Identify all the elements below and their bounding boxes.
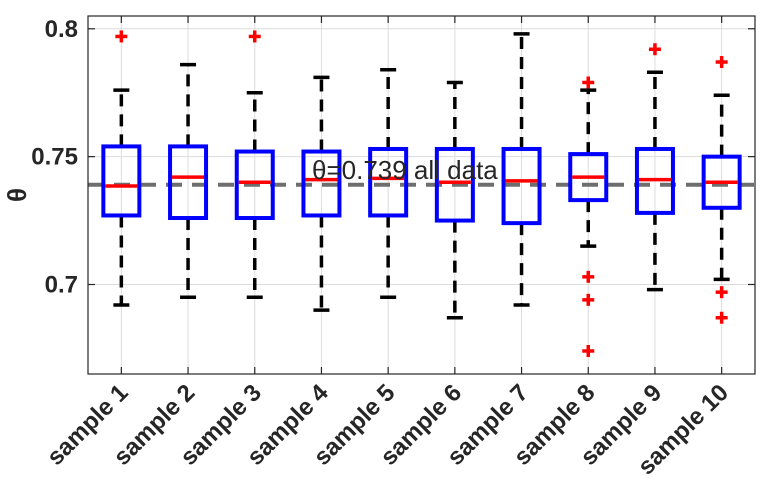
box-iqr xyxy=(301,149,342,218)
box-3 xyxy=(234,30,275,300)
box-8 xyxy=(568,76,609,357)
box-4 xyxy=(301,75,342,312)
box-iqr xyxy=(368,146,409,218)
box-iqr xyxy=(634,146,675,215)
y-tick-label: 0.75 xyxy=(31,144,78,171)
box-iqr xyxy=(568,152,609,203)
outlier-marker xyxy=(648,43,661,56)
grid-lines xyxy=(88,16,755,374)
outlier-marker xyxy=(248,30,261,43)
box-iqr xyxy=(168,144,209,221)
box-10 xyxy=(701,56,742,324)
axes-frame xyxy=(87,15,756,375)
box-9 xyxy=(634,43,675,292)
outlier-marker xyxy=(582,293,595,306)
box-iqr xyxy=(434,146,475,223)
box-7 xyxy=(501,32,542,307)
box-iqr xyxy=(234,149,275,221)
outlier-marker xyxy=(115,30,128,43)
box-5 xyxy=(368,67,409,300)
outlier-marker xyxy=(715,56,728,69)
box-iqr xyxy=(701,154,742,210)
boxes-group xyxy=(101,30,742,357)
box-iqr xyxy=(501,146,542,226)
outlier-marker xyxy=(715,311,728,324)
outlier-marker xyxy=(582,270,595,283)
box-2 xyxy=(168,62,209,300)
outlier-marker xyxy=(715,286,728,299)
box-1 xyxy=(101,30,142,307)
y-tick-label: 0.8 xyxy=(45,16,78,43)
box-iqr xyxy=(101,144,142,218)
outlier-marker xyxy=(582,344,595,357)
box-6 xyxy=(434,80,475,320)
outlier-marker xyxy=(582,76,595,89)
y-ticks: 0.7 0.75 0.8 xyxy=(31,16,755,299)
reference-line-label: θ=0.739 all data xyxy=(312,155,498,185)
y-axis-label: θ xyxy=(2,188,32,202)
y-tick-label: 0.7 xyxy=(45,272,78,299)
